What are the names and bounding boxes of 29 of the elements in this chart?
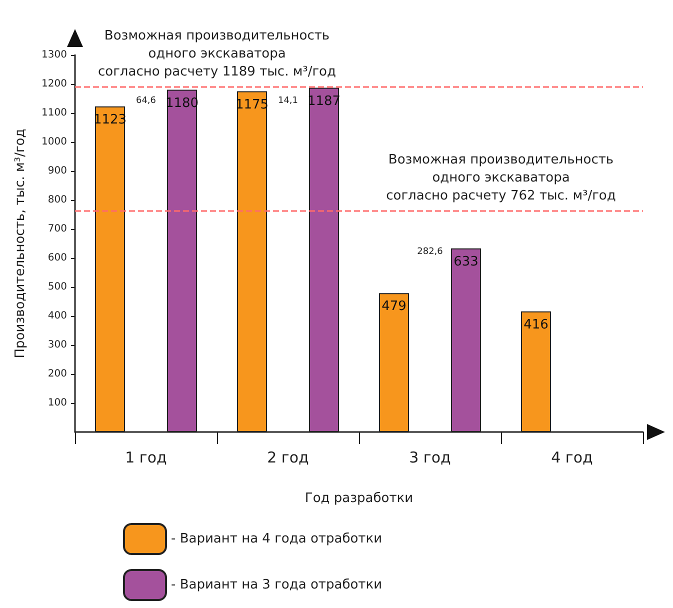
annotation: 14,1 <box>278 96 298 106</box>
y-tick-label: 900 <box>48 166 67 176</box>
y-tick-label: 200 <box>48 368 67 380</box>
annotation: 64,6 <box>136 96 156 106</box>
y-tick-label: 600 <box>48 252 67 264</box>
data-label: 479 <box>382 299 406 314</box>
y-tick-label: 800 <box>48 194 67 206</box>
x-tick-label: 4 год <box>551 448 593 466</box>
data-label: 416 <box>524 317 548 332</box>
x-tick-label: 3 год <box>409 448 451 466</box>
x-axis-title: Год разработки <box>304 491 414 506</box>
legend-label: - Вариант на 4 года отработки <box>171 532 382 546</box>
ref-line-label: Возможная производительность одного экскаватора согласно расчету 762 тыс. м³/год <box>386 152 616 204</box>
y-tick-label: 1100 <box>42 108 67 118</box>
y-tick-label: 1000 <box>42 136 67 148</box>
y-tick-label: 1200 <box>42 78 67 90</box>
ref-line-label: Возможная производительность одного экскаватора согласно расчету 1189 тыс. м³/год <box>98 28 336 80</box>
legend-label: - Вариант на 3 года отработки <box>171 578 382 592</box>
annotation: 282,6 <box>417 247 444 258</box>
y-axis-title: Производительность, тыс. м³/год <box>13 128 28 358</box>
y-tick-label: 1300 <box>42 50 67 60</box>
x-tick-label: 2 год <box>267 448 309 466</box>
y-tick-label: 100 <box>48 398 67 408</box>
x-tick-label: 1 год <box>125 448 167 466</box>
y-tick-label: 700 <box>48 224 67 234</box>
data-label: 633 <box>454 254 478 270</box>
y-tick-label: 500 <box>48 282 67 292</box>
y-tick-label: 300 <box>48 340 67 350</box>
y-tick-label: 400 <box>48 310 67 322</box>
